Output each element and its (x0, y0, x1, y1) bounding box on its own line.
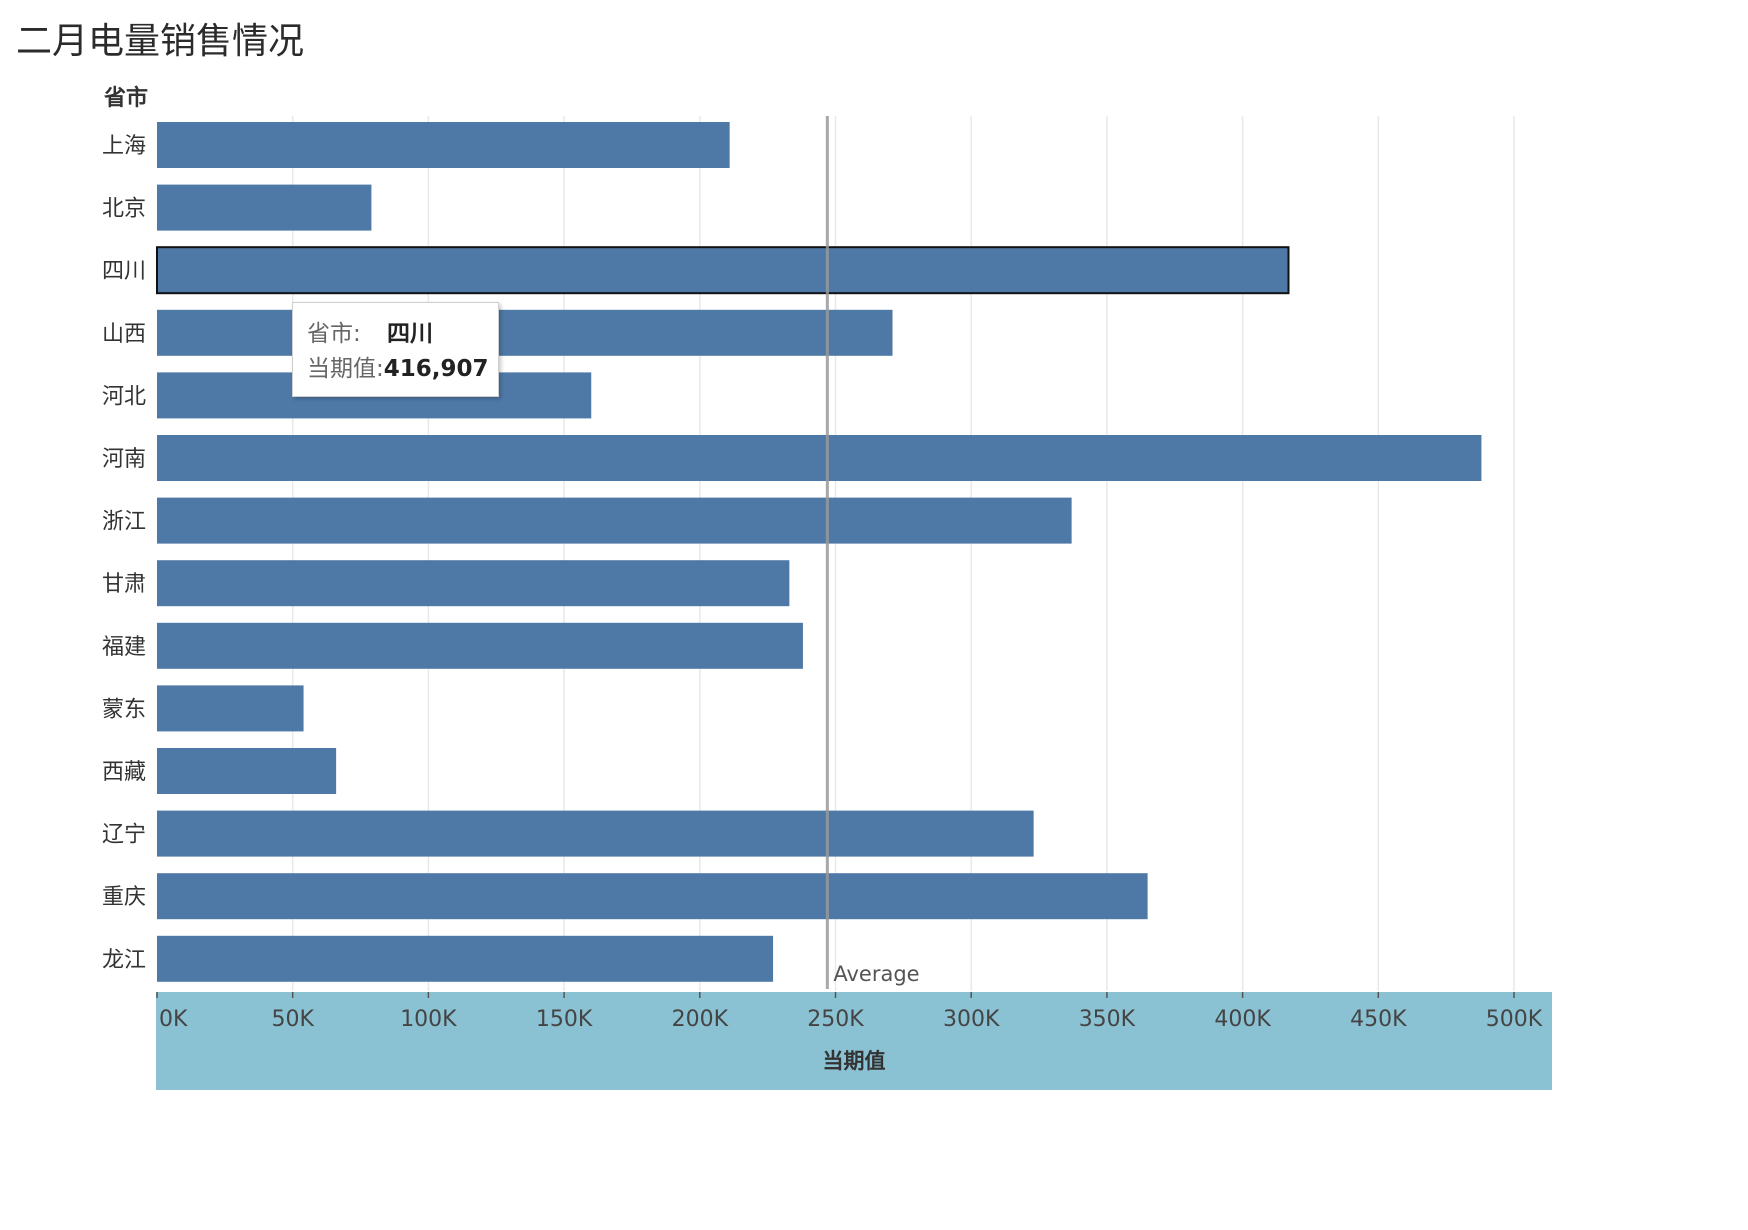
tooltip-value-region: 四川 (387, 321, 433, 347)
bar (157, 873, 1148, 920)
category-label: 山西 (102, 322, 146, 347)
bar (156, 246, 1290, 295)
category-label: 蒙东 (102, 697, 146, 722)
bar (157, 810, 1034, 857)
x-tick-label: 250K (807, 1007, 864, 1032)
bar (157, 622, 803, 669)
row-header: 省市 (103, 85, 148, 111)
category-label: 西藏 (102, 760, 146, 785)
tooltip-key-value: 当期值: (307, 356, 384, 382)
tooltip-key-region: 省市: (307, 321, 361, 347)
category-label: 河南 (102, 447, 146, 472)
x-tick-label: 300K (943, 1007, 1000, 1032)
bar (157, 685, 304, 732)
category-label: 重庆 (102, 885, 146, 910)
bar (157, 497, 1072, 544)
x-tick-label: 400K (1214, 1007, 1271, 1032)
average-label: Average (833, 962, 919, 986)
x-tick-label: 500K (1486, 1007, 1543, 1032)
bar (157, 748, 337, 794)
category-label: 甘肃 (102, 572, 146, 597)
category-label: 辽宁 (102, 823, 146, 848)
bar (157, 560, 790, 607)
tooltip-value-value: 416,907 (383, 356, 489, 382)
tooltip: 省市: 四川 当期值:416,907 (292, 302, 499, 397)
x-axis-band (156, 992, 1552, 1090)
x-tick-label: 200K (672, 1007, 729, 1032)
x-tick-label: 50K (271, 1007, 314, 1032)
bar (157, 122, 730, 168)
tooltip-row-value: 当期值:416,907 (307, 352, 498, 387)
chart-title: 二月电量销售情况 (16, 21, 305, 62)
bar (157, 435, 1482, 481)
x-tick-label: 100K (400, 1007, 457, 1032)
category-label: 上海 (102, 134, 146, 159)
bar (157, 184, 372, 231)
category-label: 福建 (102, 635, 146, 660)
category-label: 北京 (102, 197, 146, 222)
category-label: 龙江 (102, 948, 146, 973)
x-tick-label: 350K (1079, 1007, 1136, 1032)
x-axis-title: 当期值 (823, 1049, 886, 1073)
bar (157, 309, 893, 356)
bar (157, 935, 774, 982)
category-label: 河北 (102, 384, 146, 409)
category-label: 四川 (102, 259, 146, 284)
x-tick-label: 0K (159, 1007, 188, 1032)
tooltip-row-region: 省市: 四川 (307, 317, 498, 352)
x-tick-label: 150K (536, 1007, 593, 1032)
x-tick-label: 450K (1350, 1007, 1407, 1032)
category-label: 浙江 (102, 510, 146, 535)
